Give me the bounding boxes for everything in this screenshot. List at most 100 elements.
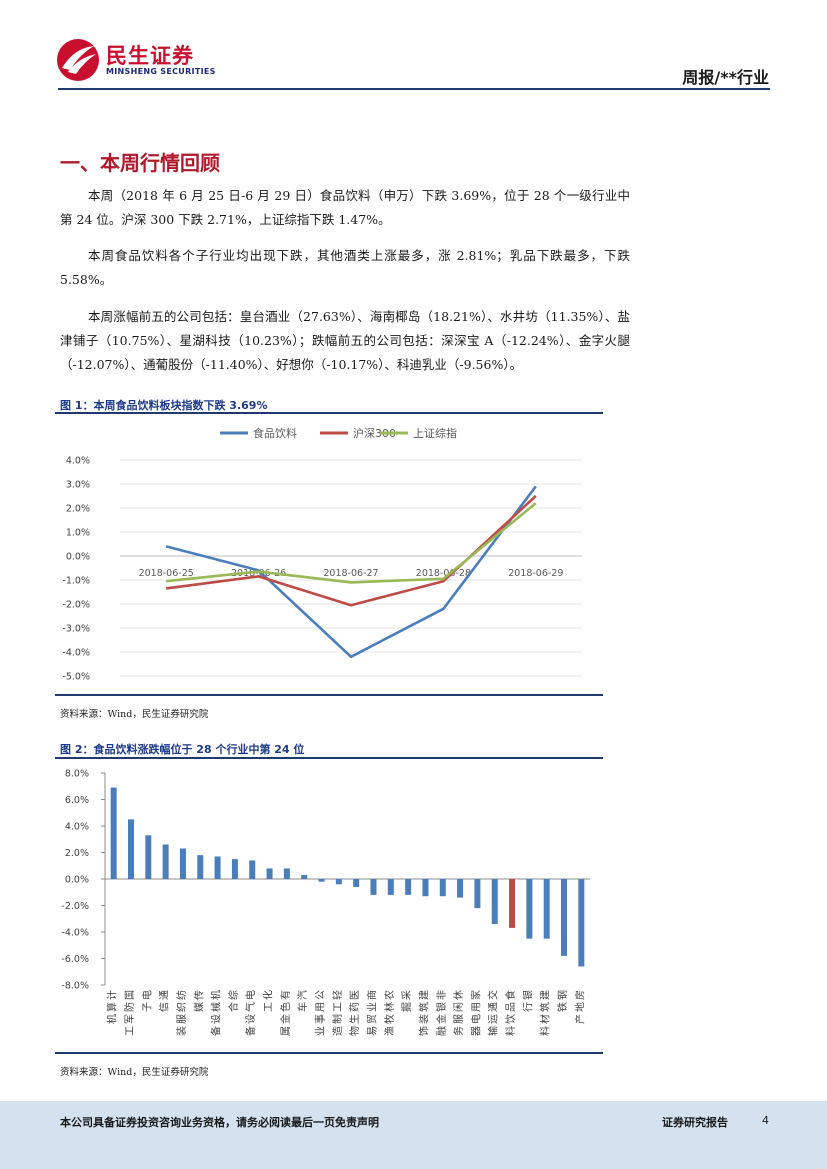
x-tick-label-char: 用 xyxy=(471,1002,482,1012)
x-tick-label-char: 公 xyxy=(316,990,327,1000)
y-tick-label: -5.0% xyxy=(62,672,90,683)
x-tick-label-char: 制 xyxy=(331,1014,344,1024)
x-tick-label-char: 电 xyxy=(244,990,257,1000)
bar-24 xyxy=(509,879,516,928)
report-tag: 周报/**行业 xyxy=(682,68,769,87)
x-tick-label-char: 机 xyxy=(106,1014,119,1024)
y-tick-label: 8.0% xyxy=(65,769,89,780)
x-tick-label-char: 轻 xyxy=(331,990,344,1000)
bar-17 xyxy=(387,879,394,895)
x-tick-label-char: 气 xyxy=(244,1002,257,1012)
bar-13 xyxy=(318,879,325,882)
x-tick-label-char: 属 xyxy=(280,1026,292,1036)
x-tick-label-char: 械 xyxy=(210,1002,223,1012)
y-tick-label: 3.0% xyxy=(66,480,90,491)
x-tick-label-char: 金 xyxy=(435,1014,448,1024)
x-tick-label-char: 银 xyxy=(521,990,534,1000)
figure-2-bottom-rule xyxy=(55,1052,603,1054)
logo-english-name: MINSHENG SECURITIES xyxy=(106,67,216,76)
x-tick-label-char: 工 xyxy=(264,1002,275,1012)
bar-20 xyxy=(439,879,446,897)
x-tick-label-char: 工 xyxy=(333,1002,344,1012)
bar-25 xyxy=(526,879,533,939)
x-tick-label: 2018-06-27 xyxy=(323,568,378,579)
x-tick-label-char: 纺 xyxy=(175,990,188,1000)
x-tick-label-char: 国 xyxy=(124,990,136,1000)
x-tick-label-char: 工 xyxy=(125,1026,136,1036)
bar-16 xyxy=(370,879,377,895)
x-tick-label-char: 品 xyxy=(505,1002,517,1012)
x-tick-label-char: 药 xyxy=(349,1002,361,1012)
x-tick-label-char: 林 xyxy=(383,1002,396,1012)
legend-label-3: 上证综指 xyxy=(413,426,457,440)
y-tick-label: -4.0% xyxy=(62,648,90,659)
x-tick-label-char: 钢 xyxy=(556,990,569,1000)
footer-disclaimer: 本公司具备证券投资咨询业务资格，请务必阅读最后一页免责声明 xyxy=(60,1116,379,1129)
bar-22 xyxy=(474,879,481,909)
y-tick-label: 2.0% xyxy=(66,504,90,515)
y-tick-label: -2.0% xyxy=(62,600,90,611)
x-tick-label-char: 合 xyxy=(227,1002,240,1012)
x-tick-label-char: 筑 xyxy=(417,1002,430,1012)
y-tick-label: -6.0% xyxy=(61,954,89,965)
bar-2 xyxy=(127,819,134,879)
x-tick-label-char: 交 xyxy=(487,990,500,1000)
x-tick-label-char: 军 xyxy=(124,1014,136,1024)
x-tick-label-char: 铁 xyxy=(556,1002,569,1012)
x-tick-label-char: 行 xyxy=(521,1002,534,1012)
x-tick-label-char: 饰 xyxy=(417,1026,430,1036)
x-tick-label-char: 家 xyxy=(469,990,482,1000)
figure-1-title: 图 1：本周食品饮料板块指数下跌 3.69% xyxy=(60,399,268,412)
header-divider xyxy=(58,88,770,90)
y-tick-label: -8.0% xyxy=(61,981,89,992)
x-tick-label-char: 设 xyxy=(211,1014,223,1024)
x-tick-label-char: 商 xyxy=(365,990,378,1000)
section-title: 一、本周行情回顾 xyxy=(60,151,220,175)
y-tick-label: 0.0% xyxy=(66,552,90,563)
x-tick-label-char: 装 xyxy=(175,1026,188,1036)
x-tick-label-char: 医 xyxy=(349,990,361,1000)
x-tick-label-char: 食 xyxy=(504,990,517,1000)
bar-1 xyxy=(110,787,117,879)
x-tick-label-char: 器 xyxy=(470,1026,482,1036)
x-tick-label-char: 掘 xyxy=(400,1002,413,1012)
line-chart-grid xyxy=(120,459,582,677)
line-chart-x-axis: 2018-06-25 2018-06-26 2018-06-27 2018-06-28… xyxy=(139,568,564,579)
page-number: 4 xyxy=(762,1114,769,1127)
y-tick-label: 4.0% xyxy=(65,822,89,833)
bar-21 xyxy=(457,879,464,898)
x-tick-label-char: 银 xyxy=(435,1002,448,1012)
x-tick-label-char: 融 xyxy=(436,1026,448,1036)
x-tick-label-char: 有 xyxy=(279,990,292,1000)
page-header: 民生证券 MINSHENG SECURITIES 周报/**行业 xyxy=(0,0,827,95)
y-tick-label: 0.0% xyxy=(65,875,89,886)
bar-chart: 8.0% 6.0% 4.0% 2.0% 0.0% -2.0% -4.0% -6.0% -8.0%… xyxy=(61,769,590,1036)
x-tick-label-char: 农 xyxy=(383,990,396,1000)
bar-7 xyxy=(214,856,221,879)
x-tick-label-char: 电 xyxy=(469,1014,482,1024)
bar-8 xyxy=(231,859,238,879)
x-tick-label-char: 物 xyxy=(348,1026,361,1036)
series-line-1 xyxy=(165,485,537,659)
x-tick-label-char: 织 xyxy=(176,1002,188,1012)
series-line-2 xyxy=(166,495,537,607)
x-tick-label-char: 化 xyxy=(262,990,275,1000)
x-tick-label-char: 筑 xyxy=(539,1002,552,1012)
x-tick-label-char: 渔 xyxy=(384,1026,396,1036)
x-tick-label-char: 料 xyxy=(504,1026,517,1036)
x-tick-label-char: 车 xyxy=(296,1002,309,1012)
x-tick-label-char: 牧 xyxy=(383,1014,396,1024)
y-tick-label: -2.0% xyxy=(61,901,89,912)
bar-3 xyxy=(145,835,152,879)
x-tick-label-char: 色 xyxy=(279,1002,292,1012)
bar-28 xyxy=(578,879,585,967)
x-tick-label-char: 贸 xyxy=(366,1014,378,1024)
x-tick-label-char: 饮 xyxy=(504,1014,517,1024)
bar-14 xyxy=(335,879,342,885)
bar-10 xyxy=(266,868,273,879)
x-tick-label-char: 服 xyxy=(176,1014,188,1024)
x-tick-label-char: 房 xyxy=(573,990,586,1000)
x-tick-label-char: 通 xyxy=(488,1002,500,1012)
x-tick-label-char: 传 xyxy=(193,990,205,1000)
x-tick-label-char: 备 xyxy=(244,1026,257,1036)
